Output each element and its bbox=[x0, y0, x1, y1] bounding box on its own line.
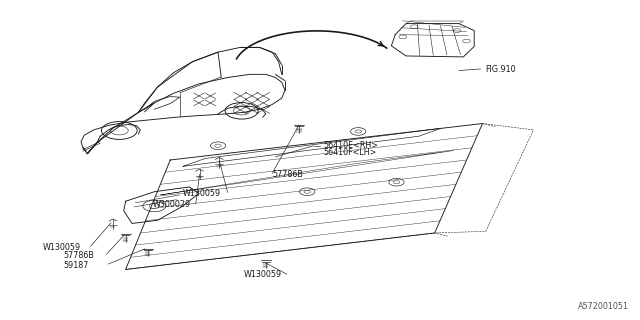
Text: W130059: W130059 bbox=[244, 270, 282, 279]
Text: 59187: 59187 bbox=[64, 261, 89, 270]
Text: W130059: W130059 bbox=[43, 243, 81, 252]
Text: 57786B: 57786B bbox=[64, 251, 95, 260]
Text: W300029: W300029 bbox=[152, 200, 191, 209]
Text: FIG.910: FIG.910 bbox=[486, 65, 516, 74]
Text: A572001051: A572001051 bbox=[578, 302, 629, 311]
Text: 57786B: 57786B bbox=[272, 170, 303, 179]
Text: 56410F<LH>: 56410F<LH> bbox=[323, 148, 376, 156]
Text: W130059: W130059 bbox=[183, 189, 221, 198]
Text: 56410E<RH>: 56410E<RH> bbox=[323, 141, 378, 150]
